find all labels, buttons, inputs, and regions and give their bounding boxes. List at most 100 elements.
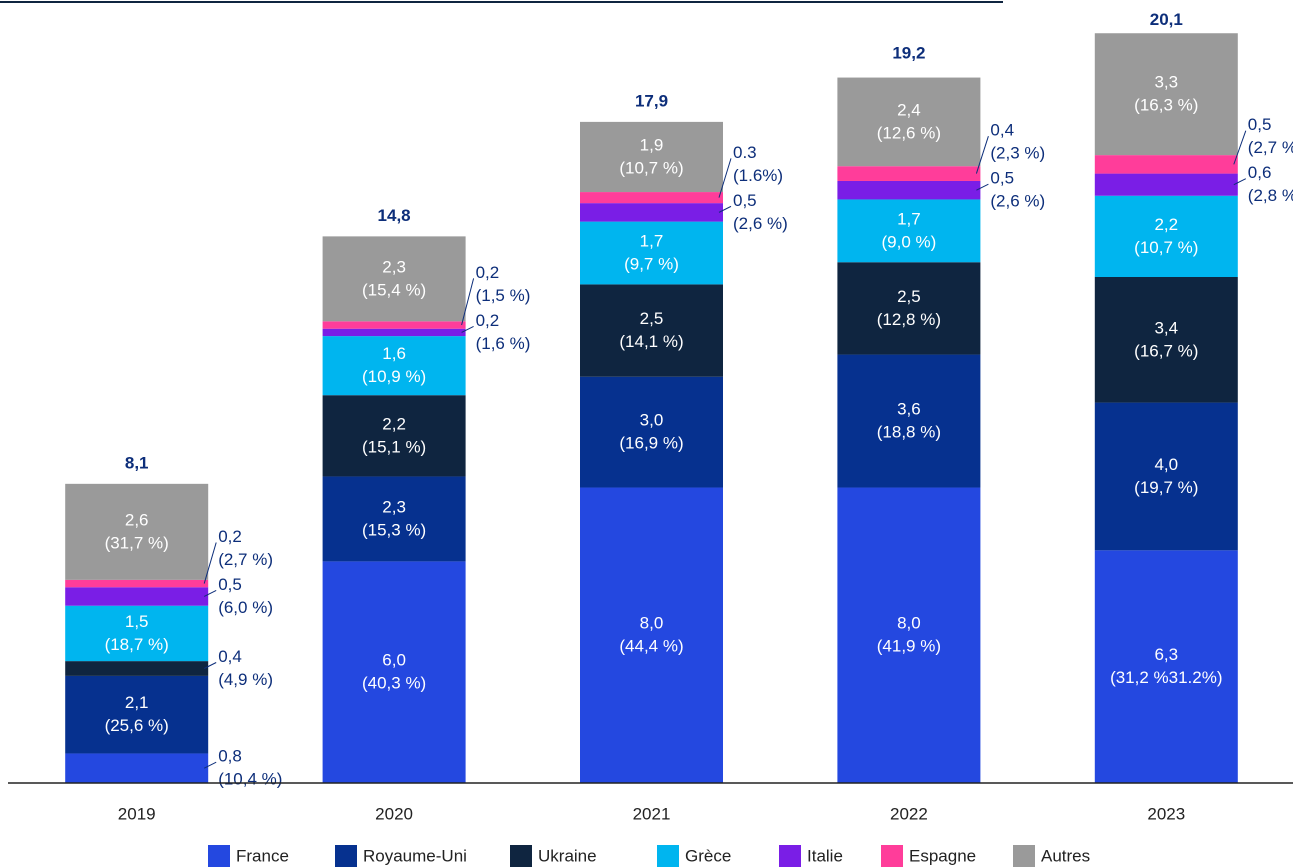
data-label: 0.3 [733, 143, 757, 162]
leader-line [461, 325, 474, 333]
data-label: 1,5 [125, 612, 149, 631]
data-label: (18,8 %) [877, 423, 941, 442]
data-label: 1,7 [897, 209, 921, 228]
data-label: 6,0 [382, 651, 406, 670]
data-label: 3,0 [640, 411, 664, 430]
data-label: 4,0 [1154, 455, 1178, 474]
data-label: (10,4 %) [218, 770, 282, 789]
bar-segment [322, 321, 466, 329]
data-label: 0,4 [990, 121, 1014, 140]
data-label: 0,2 [476, 311, 500, 330]
data-label: (16,3 %) [1134, 96, 1198, 115]
leader-line [1233, 130, 1247, 165]
data-label: 1,7 [640, 231, 664, 250]
bar-segment [65, 605, 209, 662]
data-label: 2,4 [897, 100, 921, 119]
bar-segment [580, 487, 723, 783]
data-label: 2,5 [897, 287, 921, 306]
data-label: (16,9 %) [619, 434, 683, 453]
bar-segment [65, 675, 209, 754]
leader-line [718, 205, 732, 213]
bar-segment [1094, 155, 1238, 174]
data-label: (40,3 %) [362, 674, 426, 693]
legend-label: Grèce [685, 846, 731, 865]
leader-line [203, 590, 217, 597]
total-label: 19,2 [892, 43, 925, 62]
bar-segment [580, 121, 723, 193]
data-label: 2,2 [1154, 215, 1178, 234]
data-label: (1.6%) [733, 166, 783, 185]
data-label: 0,6 [1248, 163, 1272, 182]
data-label: 8,0 [640, 614, 664, 633]
data-label: (2,6 %) [733, 214, 788, 233]
bar-segment [65, 661, 209, 676]
leader-line [1233, 178, 1247, 186]
bar-segment [1094, 173, 1238, 196]
legend-swatch [510, 845, 532, 867]
data-label: (31,7 %) [105, 533, 169, 552]
bar-segment [322, 336, 466, 396]
bar-segment [65, 753, 209, 783]
bar-segment [1094, 33, 1238, 156]
bar-segment [65, 587, 209, 606]
data-label: (4,9 %) [218, 670, 273, 689]
leader-line [976, 183, 989, 191]
leader-line [461, 278, 475, 326]
legend-swatch [1013, 845, 1035, 867]
total-label: 20,1 [1150, 10, 1183, 29]
leader-line [203, 662, 217, 669]
data-label: (6,0 %) [218, 598, 273, 617]
data-label: 3,4 [1154, 318, 1178, 337]
bar-segment [837, 77, 981, 167]
leader-line [203, 542, 217, 584]
legend-swatch [335, 845, 357, 867]
data-label: 6,3 [1154, 645, 1178, 664]
data-label: 0,5 [1248, 115, 1272, 134]
bar-segment [322, 561, 466, 783]
data-label: (44,4 %) [619, 637, 683, 656]
legend-label: Espagne [909, 846, 976, 865]
leader-line [975, 136, 989, 174]
data-label: 0,8 [218, 747, 242, 766]
bar-segment [1094, 195, 1238, 278]
data-label: (2,7 %) [218, 550, 273, 569]
total-label: 8,1 [125, 453, 149, 472]
data-label: (19,7 %) [1134, 478, 1198, 497]
data-label: (2,7 %) [1248, 138, 1293, 157]
legend-label: Ukraine [538, 846, 597, 865]
bar-segment [322, 328, 466, 337]
data-label: 0,5 [733, 191, 757, 210]
bar-segment [837, 487, 981, 783]
data-label: 0,5 [990, 169, 1014, 188]
legend-swatch [208, 845, 230, 867]
data-label: (16,7 %) [1134, 341, 1198, 360]
data-label: 2,1 [125, 693, 149, 712]
total-label: 17,9 [635, 91, 668, 110]
data-label: 2,6 [125, 510, 149, 529]
data-label: (10,9 %) [362, 367, 426, 386]
data-label: 1,9 [640, 135, 664, 154]
x-tick-label: 2023 [1147, 804, 1185, 823]
legend-swatch [657, 845, 679, 867]
bar-segment [580, 376, 723, 488]
data-label: 8,0 [897, 614, 921, 633]
bar-segment [580, 203, 723, 222]
bar-segment [65, 483, 209, 580]
bar-segment [837, 262, 981, 355]
x-tick-label: 2021 [633, 804, 671, 823]
data-label: (18,7 %) [105, 635, 169, 654]
data-label: 0,2 [218, 527, 242, 546]
data-label: (31,2 %31.2%) [1110, 668, 1222, 687]
leader-line [718, 158, 732, 198]
data-label: (10,7 %) [619, 158, 683, 177]
data-label: (15,3 %) [362, 520, 426, 539]
x-tick-label: 2020 [375, 804, 413, 823]
data-label: 1,6 [382, 344, 406, 363]
data-label: (14,1 %) [619, 332, 683, 351]
data-label: (1,5 %) [476, 286, 531, 305]
data-label: (2,3 %) [990, 144, 1045, 163]
data-label: 0,2 [476, 263, 500, 282]
x-tick-label: 2022 [890, 804, 928, 823]
bar-segment [837, 166, 981, 181]
